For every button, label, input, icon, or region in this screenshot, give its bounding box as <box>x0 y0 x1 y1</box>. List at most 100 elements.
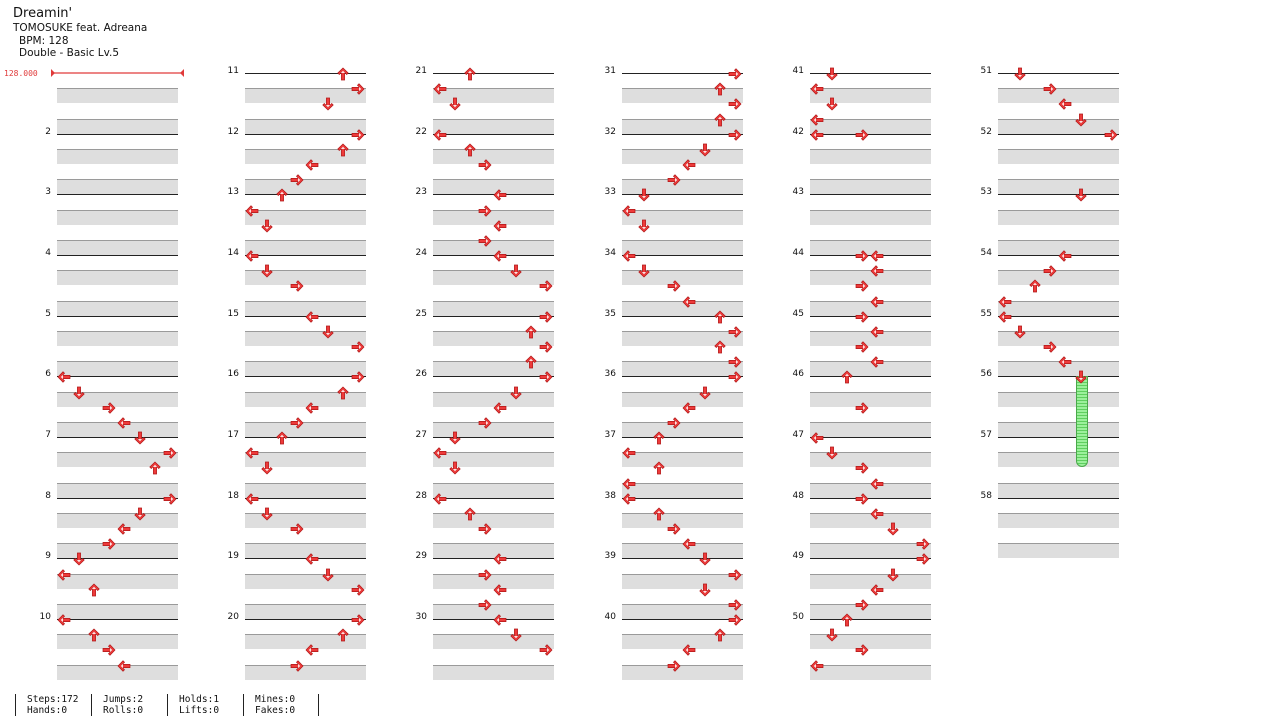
measure-line <box>998 73 1119 74</box>
measure-number: 5 <box>45 308 51 319</box>
left-arrow-icon <box>305 553 319 566</box>
right-arrow-icon <box>351 128 365 141</box>
beat-row <box>433 482 554 498</box>
step-arrow <box>682 294 696 308</box>
step-arrow <box>463 66 477 81</box>
measure-line <box>622 194 743 196</box>
left-arrow-icon <box>305 402 319 414</box>
right-arrow-icon <box>667 659 681 672</box>
step-arrow <box>351 612 365 626</box>
step-arrow <box>133 506 147 521</box>
measure-line <box>433 133 554 135</box>
step-arrow <box>539 369 553 384</box>
measure-number: 34 <box>604 248 616 259</box>
beat-row <box>998 330 1119 346</box>
left-arrow-icon <box>870 508 884 520</box>
beat-row <box>245 239 366 255</box>
left-arrow-icon <box>1058 356 1072 368</box>
right-arrow-icon <box>855 311 869 323</box>
measure-number: 55 <box>980 308 992 319</box>
step-arrow <box>855 400 869 414</box>
down-arrow-icon <box>261 507 273 521</box>
up-arrow-icon <box>276 188 288 202</box>
beat-row <box>57 391 178 407</box>
step-arrow <box>117 521 131 535</box>
down-arrow-icon <box>133 431 146 445</box>
stat-steps: Steps:172 <box>27 694 79 705</box>
beat-row <box>998 421 1119 437</box>
measure-line <box>622 437 743 439</box>
right-arrow-icon <box>351 83 365 95</box>
left-arrow-icon <box>810 128 824 141</box>
step-arrow <box>245 248 259 262</box>
right-arrow-icon <box>290 417 304 429</box>
beat-row <box>245 421 366 437</box>
step-arrow <box>622 491 636 505</box>
stat-lifts: Lifts:0 <box>179 705 220 716</box>
right-arrow-icon <box>478 568 492 581</box>
down-arrow-icon <box>73 386 85 400</box>
step-arrow <box>652 506 666 521</box>
right-arrow-icon <box>290 280 304 293</box>
left-arrow-icon <box>998 295 1012 308</box>
measure-number: 35 <box>604 308 616 319</box>
up-arrow-icon <box>841 370 853 384</box>
beat-row <box>998 118 1119 134</box>
down-arrow-icon <box>638 189 650 202</box>
step-arrow <box>810 112 824 126</box>
measure-number: 20 <box>227 612 239 623</box>
up-arrow-icon <box>336 386 349 399</box>
beat-row <box>57 573 178 589</box>
beat-row <box>998 452 1119 468</box>
left-arrow-icon <box>245 250 259 262</box>
step-arrow <box>855 491 869 505</box>
step-arrow <box>102 642 116 657</box>
step-arrow <box>493 551 507 566</box>
measure-number: 38 <box>604 490 616 501</box>
left-arrow-icon <box>682 402 696 414</box>
measure-number: 23 <box>415 187 427 198</box>
measure-number: 49 <box>792 551 804 562</box>
step-arrow <box>305 642 319 657</box>
down-arrow-icon <box>509 628 522 642</box>
step-arrow <box>493 582 507 596</box>
step-arrow <box>713 339 727 354</box>
step-arrow <box>493 187 507 202</box>
beat-row <box>810 148 931 164</box>
left-arrow-icon <box>245 204 259 217</box>
step-arrow <box>916 536 930 550</box>
measure-number: 9 <box>45 551 51 562</box>
step-arrow <box>713 627 727 642</box>
beat-row <box>810 209 931 225</box>
step-arrow <box>260 263 274 278</box>
measure-number: 30 <box>415 612 427 623</box>
beat-row <box>622 482 743 498</box>
right-arrow-icon <box>855 493 869 505</box>
measure-line <box>57 255 178 257</box>
measure-number: 28 <box>415 490 427 501</box>
measure-number: 58 <box>980 490 992 501</box>
step-arrow <box>1043 339 1057 353</box>
step-arrow <box>667 658 681 672</box>
right-arrow-icon <box>855 599 869 611</box>
measure-line <box>998 255 1119 257</box>
measure-number: 44 <box>792 248 804 259</box>
beat-row <box>57 664 178 680</box>
up-arrow-icon <box>88 583 100 597</box>
down-arrow-icon <box>698 583 711 597</box>
measure-line <box>245 194 366 196</box>
right-arrow-icon <box>667 417 681 429</box>
step-arrow <box>336 66 350 81</box>
measure-number: 29 <box>415 551 427 562</box>
step-arrow <box>57 567 71 581</box>
left-arrow-icon <box>433 493 447 505</box>
beat-row <box>57 118 178 134</box>
step-arrow <box>102 400 116 414</box>
step-arrow <box>275 430 289 445</box>
right-arrow-icon <box>102 402 116 414</box>
measure-line <box>433 376 554 378</box>
measure-number: 13 <box>227 187 239 198</box>
beat-row <box>622 300 743 316</box>
step-arrow <box>622 445 636 459</box>
down-arrow-icon <box>1074 189 1087 202</box>
